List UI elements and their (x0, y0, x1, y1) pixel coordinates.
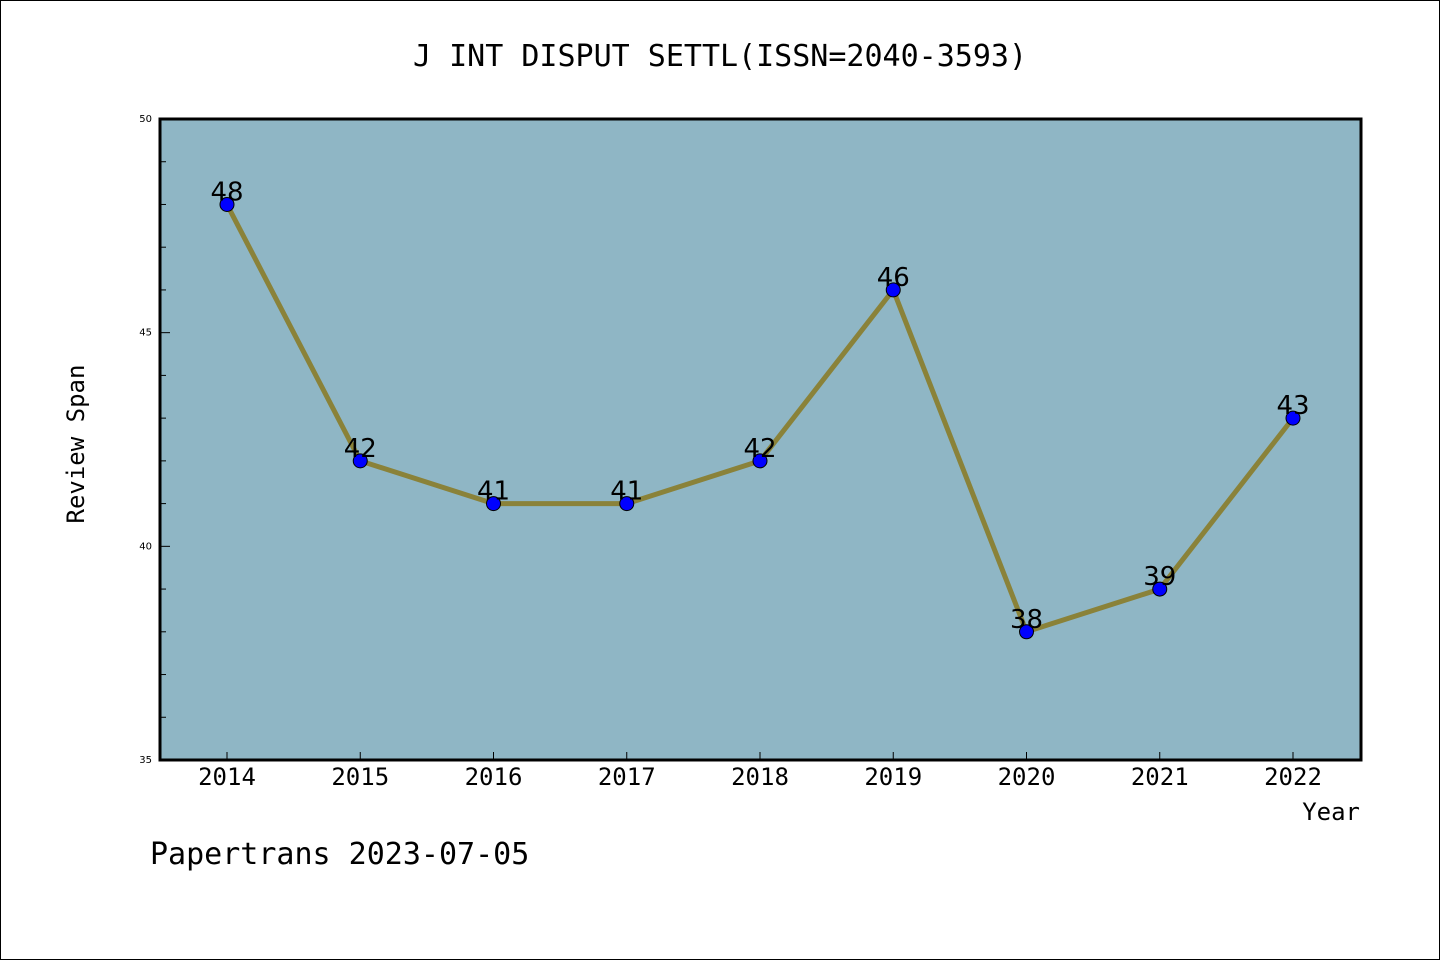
data-point (219, 196, 235, 212)
x-tick-label: 2020 (998, 763, 1056, 791)
data-label: 39 (1143, 562, 1176, 592)
y-tick-label: 40 (139, 541, 152, 552)
data-label: 42 (344, 434, 377, 464)
footer-credit: Papertrans 2023-07-05 (150, 837, 529, 872)
data-point (1152, 581, 1168, 597)
data-label: 38 (1010, 605, 1043, 635)
x-axis-label: Year (1302, 798, 1360, 826)
x-tick-label: 2022 (1264, 763, 1322, 791)
plot-area (158, 117, 1363, 762)
data-point (352, 453, 368, 469)
y-axis-ticks: 35 40 45 50 (139, 114, 170, 766)
x-tick-label: 2019 (864, 763, 922, 791)
data-point (1285, 410, 1301, 426)
x-tick-label: 2017 (598, 763, 656, 791)
x-tick-label: 2018 (731, 763, 789, 791)
data-label: 48 (210, 177, 243, 207)
data-point (752, 453, 768, 469)
data-label: 43 (1276, 391, 1309, 421)
x-tick-label: 2014 (198, 763, 256, 791)
chart-title: J INT DISPUT SETTL(ISSN=2040-3593) (413, 39, 1027, 74)
x-axis-ticks: 2014 2015 2016 2017 2018 2019 2020 2021 2022 (198, 752, 1322, 791)
series-layer: 48 42 41 41 42 46 38 39 43 (210, 177, 1310, 640)
y-tick-label: 50 (139, 114, 152, 125)
data-label: 46 (877, 263, 910, 293)
data-point (1019, 624, 1034, 640)
y-tick-label: 45 (139, 328, 152, 339)
data-point (885, 282, 901, 298)
data-point (486, 496, 501, 512)
x-tick-label: 2015 (331, 763, 389, 791)
data-label: 41 (610, 477, 643, 507)
y-tick-label: 35 (139, 755, 152, 766)
y-axis-label: Review Span (62, 365, 90, 524)
data-label: 42 (743, 434, 776, 464)
x-tick-label: 2016 (465, 763, 523, 791)
x-tick-label: 2021 (1131, 763, 1189, 791)
data-label: 41 (477, 477, 510, 507)
data-point (619, 496, 635, 512)
